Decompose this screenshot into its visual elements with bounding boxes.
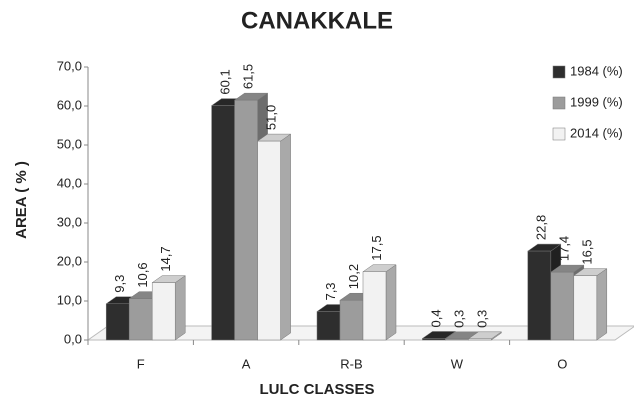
y-tick-label: 20,0 — [57, 253, 82, 268]
bar-side — [280, 133, 291, 341]
y-tick-label: 0,0 — [64, 331, 82, 346]
value-label: 17,4 — [557, 236, 572, 261]
value-label: 10,2 — [346, 264, 361, 289]
value-label: 60,1 — [218, 69, 233, 94]
y-tick-label: 50,0 — [57, 136, 82, 151]
bar — [550, 271, 575, 341]
value-label: 14,7 — [158, 246, 173, 271]
bar — [234, 99, 258, 341]
bar — [151, 282, 176, 341]
bar — [527, 250, 552, 341]
x-tick-label: O — [557, 356, 567, 371]
value-label: 17,5 — [369, 235, 384, 260]
bar — [128, 298, 153, 341]
value-label: 7,3 — [323, 282, 338, 300]
bar-side — [174, 275, 186, 341]
x-tick-label: R-B — [340, 356, 362, 371]
bar-side — [596, 268, 608, 341]
chart-title: CANAKKALE — [241, 7, 393, 34]
x-axis-title: LULC CLASSES — [259, 381, 374, 398]
x-tick-label: F — [137, 356, 145, 371]
value-label: 0,3 — [474, 310, 489, 328]
bar — [316, 311, 341, 341]
legend-swatch — [552, 127, 566, 141]
y-tick-label: 30,0 — [57, 214, 82, 229]
legend-label: 1984 (%) — [570, 63, 623, 78]
bar-side — [385, 264, 397, 341]
legend-label: 2014 (%) — [570, 125, 623, 140]
legend-label: 1999 (%) — [570, 94, 623, 109]
y-axis-title: AREA ( % ) — [13, 161, 30, 239]
x-tick-label: W — [451, 356, 464, 371]
bar — [362, 271, 387, 341]
bar — [468, 338, 492, 341]
bar — [445, 338, 469, 341]
legend-swatch — [552, 96, 566, 110]
bar — [211, 105, 235, 341]
y-tick-label: 60,0 — [57, 97, 82, 112]
value-label: 16,5 — [580, 239, 595, 264]
bar — [105, 303, 130, 341]
legend-swatch — [552, 65, 566, 79]
bar — [573, 275, 598, 341]
value-label: 0,3 — [451, 310, 466, 328]
x-tick-label: A — [242, 356, 251, 371]
value-label: 9,3 — [112, 275, 127, 293]
value-label: 61,5 — [241, 64, 256, 89]
y-tick-label: 70,0 — [57, 58, 82, 73]
value-label: 51,0 — [264, 105, 279, 130]
value-label: 10,6 — [135, 262, 150, 287]
y-tick-label: 10,0 — [57, 292, 82, 307]
value-label: 0,4 — [428, 309, 443, 327]
bar — [257, 140, 281, 341]
bar — [422, 338, 446, 341]
value-label: 22,8 — [534, 215, 549, 240]
bar — [339, 299, 364, 341]
y-tick-label: 40,0 — [57, 175, 82, 190]
